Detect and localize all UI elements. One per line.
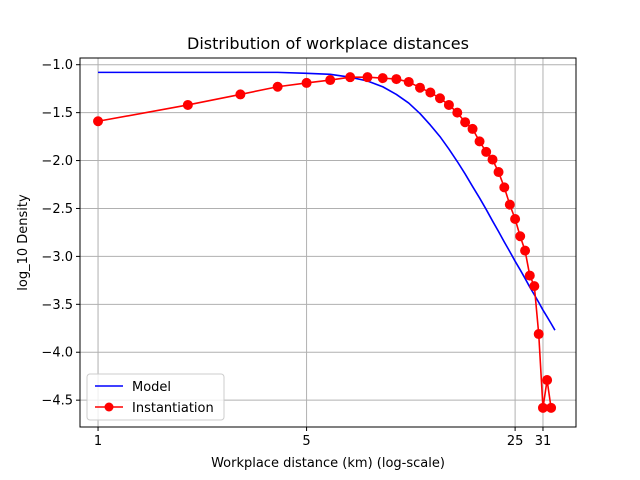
y-tick-label: −2.5: [41, 202, 73, 217]
x-axis-label: Workplace distance (km) (log-scale): [211, 456, 445, 471]
y-axis-label: log_10 Density: [16, 194, 31, 291]
y-tick-label: −2.0: [41, 154, 73, 169]
data-point-instantiation: [533, 329, 544, 340]
legend-model-label: Model: [132, 380, 171, 395]
y-tick-label: −1.0: [41, 58, 73, 73]
data-point-instantiation: [481, 146, 492, 157]
data-point-instantiation: [529, 281, 540, 292]
data-point-instantiation: [546, 402, 557, 413]
y-tick-label: −1.5: [41, 106, 73, 121]
data-point-instantiation: [403, 76, 414, 87]
data-point-instantiation: [425, 87, 436, 98]
data-point-instantiation: [443, 99, 454, 110]
data-point-instantiation: [182, 99, 193, 110]
data-point-instantiation: [510, 214, 521, 225]
data-point-instantiation: [467, 123, 478, 134]
data-point-instantiation: [362, 72, 373, 83]
data-point-instantiation: [460, 117, 471, 128]
y-tick-label: −3.0: [41, 250, 73, 265]
chart-title: Distribution of workplace distances: [187, 34, 469, 53]
y-tick-label: −4.0: [41, 346, 73, 361]
data-point-instantiation: [515, 231, 526, 242]
plot-frame: [79, 57, 577, 428]
legend: Model Instantiation: [86, 373, 225, 421]
data-point-instantiation: [504, 199, 515, 210]
data-point-instantiation: [415, 82, 426, 93]
data-point-instantiation: [391, 74, 402, 85]
data-point-instantiation: [345, 72, 356, 83]
x-tick-label: 5: [302, 434, 310, 449]
data-point-instantiation: [493, 167, 504, 178]
data-point-instantiation: [434, 93, 445, 104]
grid-lines: [80, 58, 576, 427]
x-tick-label: 1: [94, 434, 102, 449]
data-point-instantiation: [499, 182, 510, 193]
legend-instantiation-marker: [104, 402, 114, 412]
data-point-instantiation: [474, 136, 485, 147]
data-point-instantiation: [542, 375, 553, 386]
data-point-instantiation: [377, 73, 388, 84]
y-tick-label: −3.5: [41, 298, 73, 313]
data-point-instantiation: [272, 81, 283, 92]
series-line-instantiation: [97, 76, 552, 409]
axis-ticks: 1 5 25 31 −1.0 −1.5 −2.0 −2.5 −3.0 −3.5 −4.0 −4.5: [41, 58, 551, 449]
data-point-instantiation: [301, 77, 312, 88]
x-tick-label: 25: [507, 434, 524, 449]
plot-series: [93, 71, 557, 413]
data-point-instantiation: [325, 75, 336, 86]
data-point-instantiation: [235, 89, 246, 100]
x-tick-label: 31: [535, 434, 552, 449]
data-point-instantiation: [524, 270, 535, 281]
data-point-instantiation: [487, 154, 498, 165]
series-line-model: [98, 71, 556, 331]
data-point-instantiation: [93, 116, 104, 127]
data-point-instantiation: [452, 107, 463, 118]
data-point-instantiation: [520, 245, 531, 256]
legend-instantiation-label: Instantiation: [132, 401, 214, 416]
y-tick-label: −4.5: [41, 394, 73, 409]
